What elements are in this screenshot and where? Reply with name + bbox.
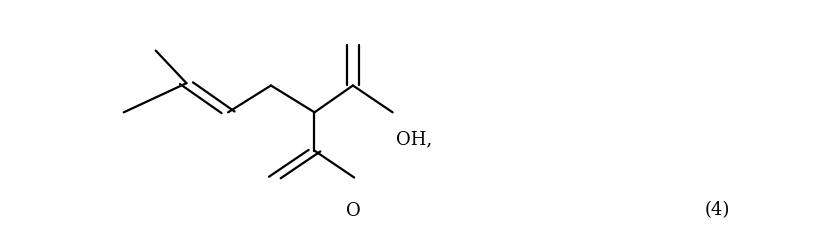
Text: (4): (4) xyxy=(705,201,730,219)
Text: O: O xyxy=(345,202,360,220)
Text: OH,: OH, xyxy=(396,130,433,148)
